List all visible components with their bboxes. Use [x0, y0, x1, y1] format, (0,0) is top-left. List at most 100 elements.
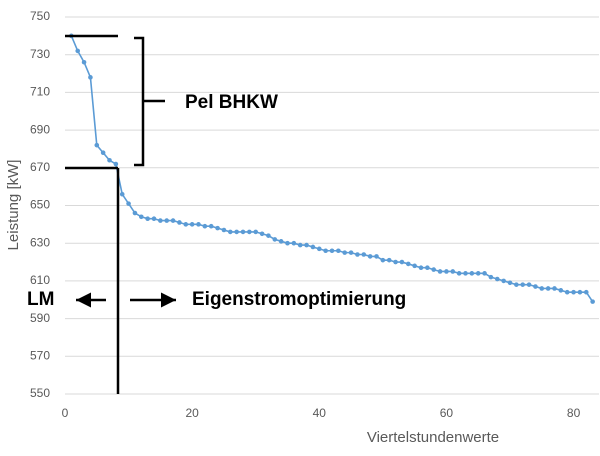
x-tick-label: 80 [567, 406, 581, 420]
y-tick-label: 550 [30, 386, 50, 400]
data-point [425, 265, 430, 271]
data-point [374, 254, 379, 259]
data-point [151, 216, 157, 221]
data-point [208, 223, 214, 229]
data-point [323, 248, 328, 254]
data-point [196, 222, 201, 227]
data-point [297, 242, 303, 248]
data-point [590, 299, 595, 304]
data-point [158, 218, 163, 223]
data-point [399, 259, 405, 265]
data-point [164, 218, 170, 223]
data-point [501, 278, 506, 284]
data-point [259, 231, 265, 237]
data-point [463, 271, 468, 276]
data-point [119, 191, 125, 197]
data-point [507, 280, 513, 286]
x-tick-label: 40 [313, 406, 327, 420]
data-point [348, 250, 354, 255]
data-point [342, 250, 348, 255]
data-point [75, 48, 81, 54]
data-point [361, 252, 367, 257]
data-point [577, 289, 583, 295]
data-point [367, 254, 373, 259]
data-point [514, 282, 519, 287]
y-tick-label: 750 [30, 9, 50, 23]
data-point [310, 244, 316, 250]
data-point [285, 240, 290, 246]
data-point [227, 229, 233, 235]
x-tick-label: 20 [185, 406, 199, 420]
data-point [571, 289, 576, 295]
y-tick-label: 610 [30, 273, 50, 287]
data-point [81, 59, 87, 65]
data-point [266, 233, 271, 238]
annotation-shapes [65, 34, 176, 394]
data-point [393, 259, 398, 265]
data-point [533, 284, 538, 289]
x-tick-label: 60 [440, 406, 454, 420]
y-tick-label: 710 [30, 85, 50, 99]
data-point [444, 269, 449, 274]
data-point [126, 201, 131, 206]
data-point [189, 222, 195, 227]
data-point [336, 248, 341, 254]
data-point [177, 220, 182, 225]
data-point [100, 150, 106, 156]
data-point [247, 229, 252, 235]
y-axis-label: Leistung [kW] [5, 160, 22, 251]
y-tick-label: 690 [30, 122, 50, 136]
data-point [520, 282, 526, 287]
x-tick-label: 0 [62, 406, 69, 420]
data-point [215, 225, 220, 231]
data-point [482, 271, 487, 276]
data-point [469, 271, 475, 276]
data-point [183, 222, 189, 227]
y-tick-label: 630 [30, 235, 50, 249]
grid [65, 16, 599, 395]
data-point [539, 286, 545, 291]
data-point [94, 142, 100, 148]
data-point [545, 286, 551, 291]
y-tick-label: 590 [30, 311, 50, 325]
y-tick-label: 570 [30, 348, 50, 362]
data-point [437, 269, 443, 274]
data-point [113, 161, 119, 167]
data-point [329, 248, 335, 254]
annotation: Pel BHKW [185, 92, 278, 113]
data-point [234, 229, 239, 235]
data-point [304, 242, 309, 248]
data-point [488, 274, 494, 280]
data-point [456, 271, 462, 276]
data-point [107, 157, 112, 163]
data-point [272, 237, 278, 242]
data-point [405, 261, 411, 267]
data-point [355, 252, 360, 257]
y-tick-label: 730 [30, 47, 50, 61]
x-axis-label: Viertelstundenwerte [367, 429, 499, 446]
data-point [380, 257, 386, 263]
data-point [450, 269, 456, 274]
annotation: LM [27, 289, 54, 310]
y-tick-label: 650 [30, 198, 50, 212]
data-point [170, 218, 176, 223]
data-point [138, 214, 144, 220]
marks [69, 33, 595, 304]
data-point [494, 276, 500, 282]
data-point [526, 282, 532, 287]
data-point [564, 289, 570, 295]
data-point [418, 265, 424, 271]
data-line [70, 35, 594, 303]
data-point [240, 229, 246, 235]
data-point [558, 288, 564, 293]
data-point [431, 267, 437, 272]
data-point [386, 257, 392, 263]
data-point [253, 229, 259, 235]
data-point [291, 240, 297, 246]
data-point [145, 216, 150, 221]
data-point [221, 227, 227, 233]
data-point [412, 263, 417, 269]
annotation: Eigenstromoptimierung [192, 289, 406, 310]
data-point [132, 210, 138, 216]
y-tick-label: 670 [30, 160, 50, 174]
